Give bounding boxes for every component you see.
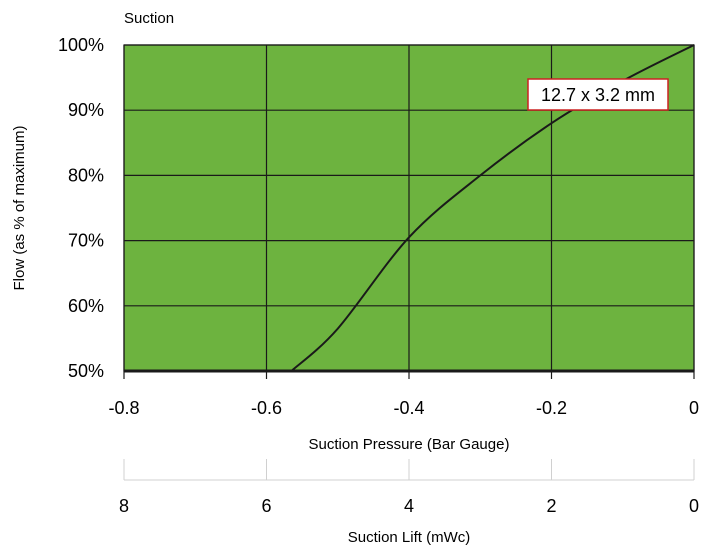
y-tick-labels: 50% 60% 70% 80% 90% 100% bbox=[58, 35, 104, 381]
x-tick-label: 0 bbox=[689, 398, 699, 418]
series-label: 12.7 x 3.2 mm bbox=[541, 85, 655, 105]
y-tick-label: 50% bbox=[68, 361, 104, 381]
y-tick-label: 70% bbox=[68, 231, 104, 251]
secondary-tick-label: 2 bbox=[546, 496, 556, 516]
secondary-tick-label: 4 bbox=[404, 496, 414, 516]
series-label-border bbox=[527, 78, 669, 111]
secondary-axis-label: Suction Lift (mWc) bbox=[348, 529, 471, 546]
x-tick-label: -0.6 bbox=[251, 398, 282, 418]
secondary-tick-labels: 8 6 4 2 0 bbox=[119, 496, 699, 516]
secondary-tick-label: 0 bbox=[689, 496, 699, 516]
y-tick-label: 90% bbox=[68, 100, 104, 120]
x-tick-labels: -0.8 -0.6 -0.4 -0.2 0 bbox=[108, 398, 699, 418]
x-tick-label: -0.2 bbox=[536, 398, 567, 418]
secondary-tick-label: 6 bbox=[261, 496, 271, 516]
x-tick-marks bbox=[123, 371, 695, 379]
x-tick-label: -0.8 bbox=[108, 398, 139, 418]
x-axis-label: Suction Pressure (Bar Gauge) bbox=[309, 436, 510, 453]
x-tick-label: -0.4 bbox=[393, 398, 424, 418]
chart-title: Suction bbox=[124, 10, 174, 27]
y-tick-label: 80% bbox=[68, 165, 104, 185]
series-label-box: 12.7 x 3.2 mm bbox=[527, 78, 669, 111]
secondary-tick-marks bbox=[123, 459, 695, 480]
y-tick-label: 100% bbox=[58, 35, 104, 55]
y-axis-label: Flow (as % of maximum) bbox=[11, 125, 28, 290]
y-tick-label: 60% bbox=[68, 296, 104, 316]
secondary-tick-label: 8 bbox=[119, 496, 129, 516]
